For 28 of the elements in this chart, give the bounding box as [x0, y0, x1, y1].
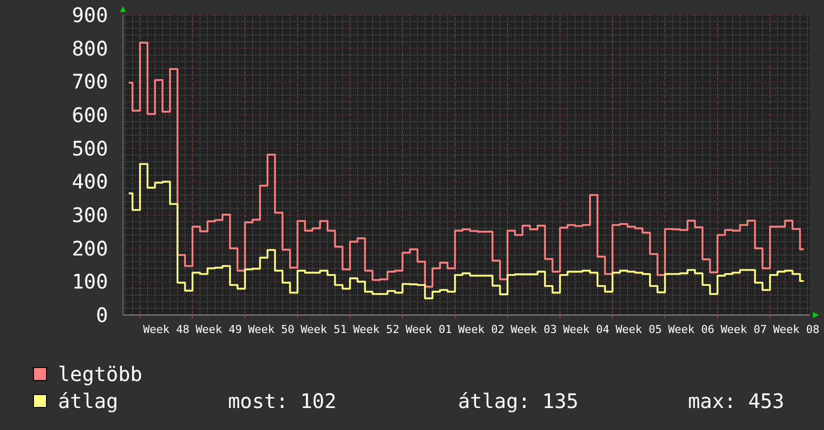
- y-tick-label: 800: [72, 36, 108, 60]
- y-tick-label: 600: [72, 103, 108, 127]
- text: átlag: 135: [458, 389, 578, 413]
- x-tick-label: Week 50: [248, 323, 294, 336]
- x-tick-label: Week 03: [510, 323, 557, 336]
- y-tick-label: 300: [72, 203, 108, 227]
- x-tick-label: Week 02: [458, 323, 504, 336]
- legend-label: átlag: [58, 389, 118, 413]
- x-tick-label: Week 08: [773, 323, 820, 336]
- y-tick-label: 0: [96, 303, 108, 327]
- y-tick-label: 200: [72, 236, 108, 260]
- y-tick-label: 500: [72, 136, 108, 160]
- x-tick-label: Week 51: [300, 323, 347, 336]
- x-tick-label: Week 07: [720, 323, 767, 336]
- y-tick-label: 100: [72, 270, 108, 294]
- x-tick-label: Week 05: [616, 323, 662, 336]
- x-tick-label: Week 06: [668, 323, 714, 336]
- x-tick-label: Week 49: [196, 323, 242, 336]
- x-tick-label: Week 48: [143, 323, 190, 336]
- text: max: 453: [688, 389, 784, 413]
- x-tick-label: Week 04: [563, 323, 610, 336]
- y-tick-label: 700: [72, 70, 108, 94]
- text: most: 102: [228, 389, 336, 413]
- y-tick-label: 400: [72, 170, 108, 194]
- legend-label: legtöbb: [58, 362, 142, 386]
- x-tick-label: Week 52: [353, 323, 400, 336]
- x-tick-label: Week 01: [406, 323, 452, 336]
- y-tick-label: 900: [72, 3, 108, 27]
